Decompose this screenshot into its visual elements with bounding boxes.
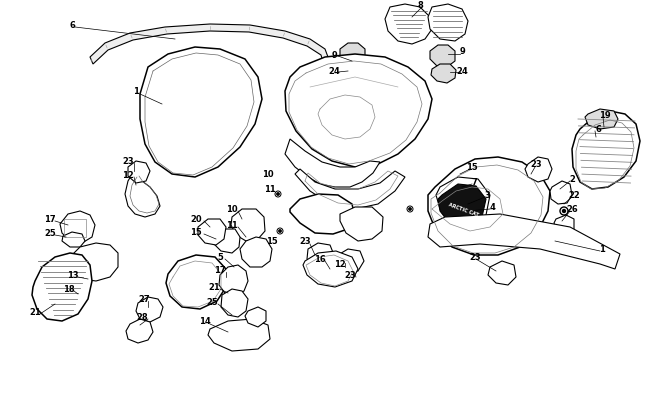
Polygon shape — [240, 237, 272, 267]
Text: 3: 3 — [484, 191, 490, 200]
Polygon shape — [428, 158, 550, 256]
Polygon shape — [572, 112, 640, 190]
Polygon shape — [290, 194, 355, 234]
Polygon shape — [128, 162, 150, 183]
Circle shape — [279, 230, 281, 232]
Text: 17: 17 — [214, 266, 226, 275]
Polygon shape — [428, 215, 620, 269]
Text: 15: 15 — [266, 237, 278, 246]
Text: 23: 23 — [530, 160, 542, 169]
Circle shape — [409, 208, 411, 211]
Polygon shape — [90, 25, 328, 65]
Polygon shape — [428, 5, 468, 42]
Polygon shape — [488, 261, 516, 285]
Text: 15: 15 — [466, 163, 478, 172]
Polygon shape — [221, 289, 248, 317]
Text: 1: 1 — [599, 245, 605, 254]
Circle shape — [562, 210, 566, 213]
Polygon shape — [585, 110, 618, 130]
Polygon shape — [431, 65, 456, 84]
Polygon shape — [285, 140, 380, 188]
Polygon shape — [303, 252, 358, 287]
Text: 10: 10 — [262, 170, 274, 179]
Polygon shape — [136, 297, 163, 322]
Polygon shape — [62, 232, 85, 247]
Text: 7: 7 — [471, 178, 477, 187]
Polygon shape — [525, 158, 552, 183]
Polygon shape — [71, 243, 118, 281]
Text: 28: 28 — [136, 313, 148, 322]
Circle shape — [277, 193, 280, 196]
Text: 4: 4 — [489, 203, 495, 212]
Text: 6: 6 — [595, 125, 601, 134]
Text: 23: 23 — [469, 253, 481, 262]
Text: 26: 26 — [566, 205, 578, 214]
Polygon shape — [295, 170, 405, 209]
Polygon shape — [208, 319, 270, 351]
Text: ARCTIC CAT: ARCTIC CAT — [447, 202, 479, 217]
Text: 12: 12 — [122, 171, 134, 180]
Polygon shape — [341, 63, 366, 82]
Polygon shape — [32, 254, 92, 321]
Text: 20: 20 — [190, 215, 202, 224]
Polygon shape — [219, 265, 248, 296]
Text: 13: 13 — [67, 271, 79, 280]
Polygon shape — [166, 256, 226, 309]
Text: 23: 23 — [122, 157, 134, 166]
Text: 24: 24 — [328, 66, 340, 75]
Text: 6: 6 — [69, 20, 75, 30]
Text: 12: 12 — [334, 260, 346, 269]
Polygon shape — [60, 211, 95, 243]
Polygon shape — [436, 177, 490, 228]
Text: 21: 21 — [208, 283, 220, 292]
Text: 1: 1 — [133, 87, 139, 96]
Polygon shape — [554, 215, 574, 233]
Text: 2: 2 — [569, 175, 575, 184]
Polygon shape — [430, 46, 455, 68]
Polygon shape — [340, 207, 383, 241]
Polygon shape — [307, 243, 334, 267]
Text: 8: 8 — [417, 0, 423, 9]
Text: 11: 11 — [226, 221, 238, 230]
Text: 27: 27 — [138, 295, 150, 304]
Text: 5: 5 — [217, 253, 223, 262]
Text: 14: 14 — [199, 317, 211, 326]
Text: 25: 25 — [44, 229, 56, 238]
Text: 9: 9 — [331, 50, 337, 60]
Polygon shape — [337, 249, 364, 273]
Polygon shape — [140, 48, 262, 177]
Polygon shape — [231, 209, 265, 241]
Polygon shape — [550, 181, 572, 205]
Text: 10: 10 — [226, 205, 238, 214]
Polygon shape — [385, 5, 432, 45]
Polygon shape — [285, 55, 432, 168]
Text: 25: 25 — [206, 298, 218, 307]
Text: 21: 21 — [29, 308, 41, 317]
Text: 19: 19 — [599, 110, 611, 119]
Text: 22: 22 — [568, 191, 580, 200]
Text: 15: 15 — [190, 228, 202, 237]
Polygon shape — [126, 319, 153, 343]
Text: 9: 9 — [459, 47, 465, 56]
Text: 16: 16 — [314, 255, 326, 264]
Polygon shape — [214, 230, 240, 254]
Polygon shape — [245, 307, 266, 327]
Text: 11: 11 — [264, 185, 276, 194]
Text: 23: 23 — [299, 237, 311, 246]
Text: 23: 23 — [344, 271, 356, 280]
Polygon shape — [438, 185, 486, 228]
Polygon shape — [340, 44, 365, 66]
Text: 24: 24 — [456, 66, 468, 75]
Polygon shape — [63, 257, 90, 286]
Polygon shape — [125, 172, 160, 217]
Text: 17: 17 — [44, 215, 56, 224]
Text: 18: 18 — [63, 285, 75, 294]
Polygon shape — [198, 220, 226, 245]
